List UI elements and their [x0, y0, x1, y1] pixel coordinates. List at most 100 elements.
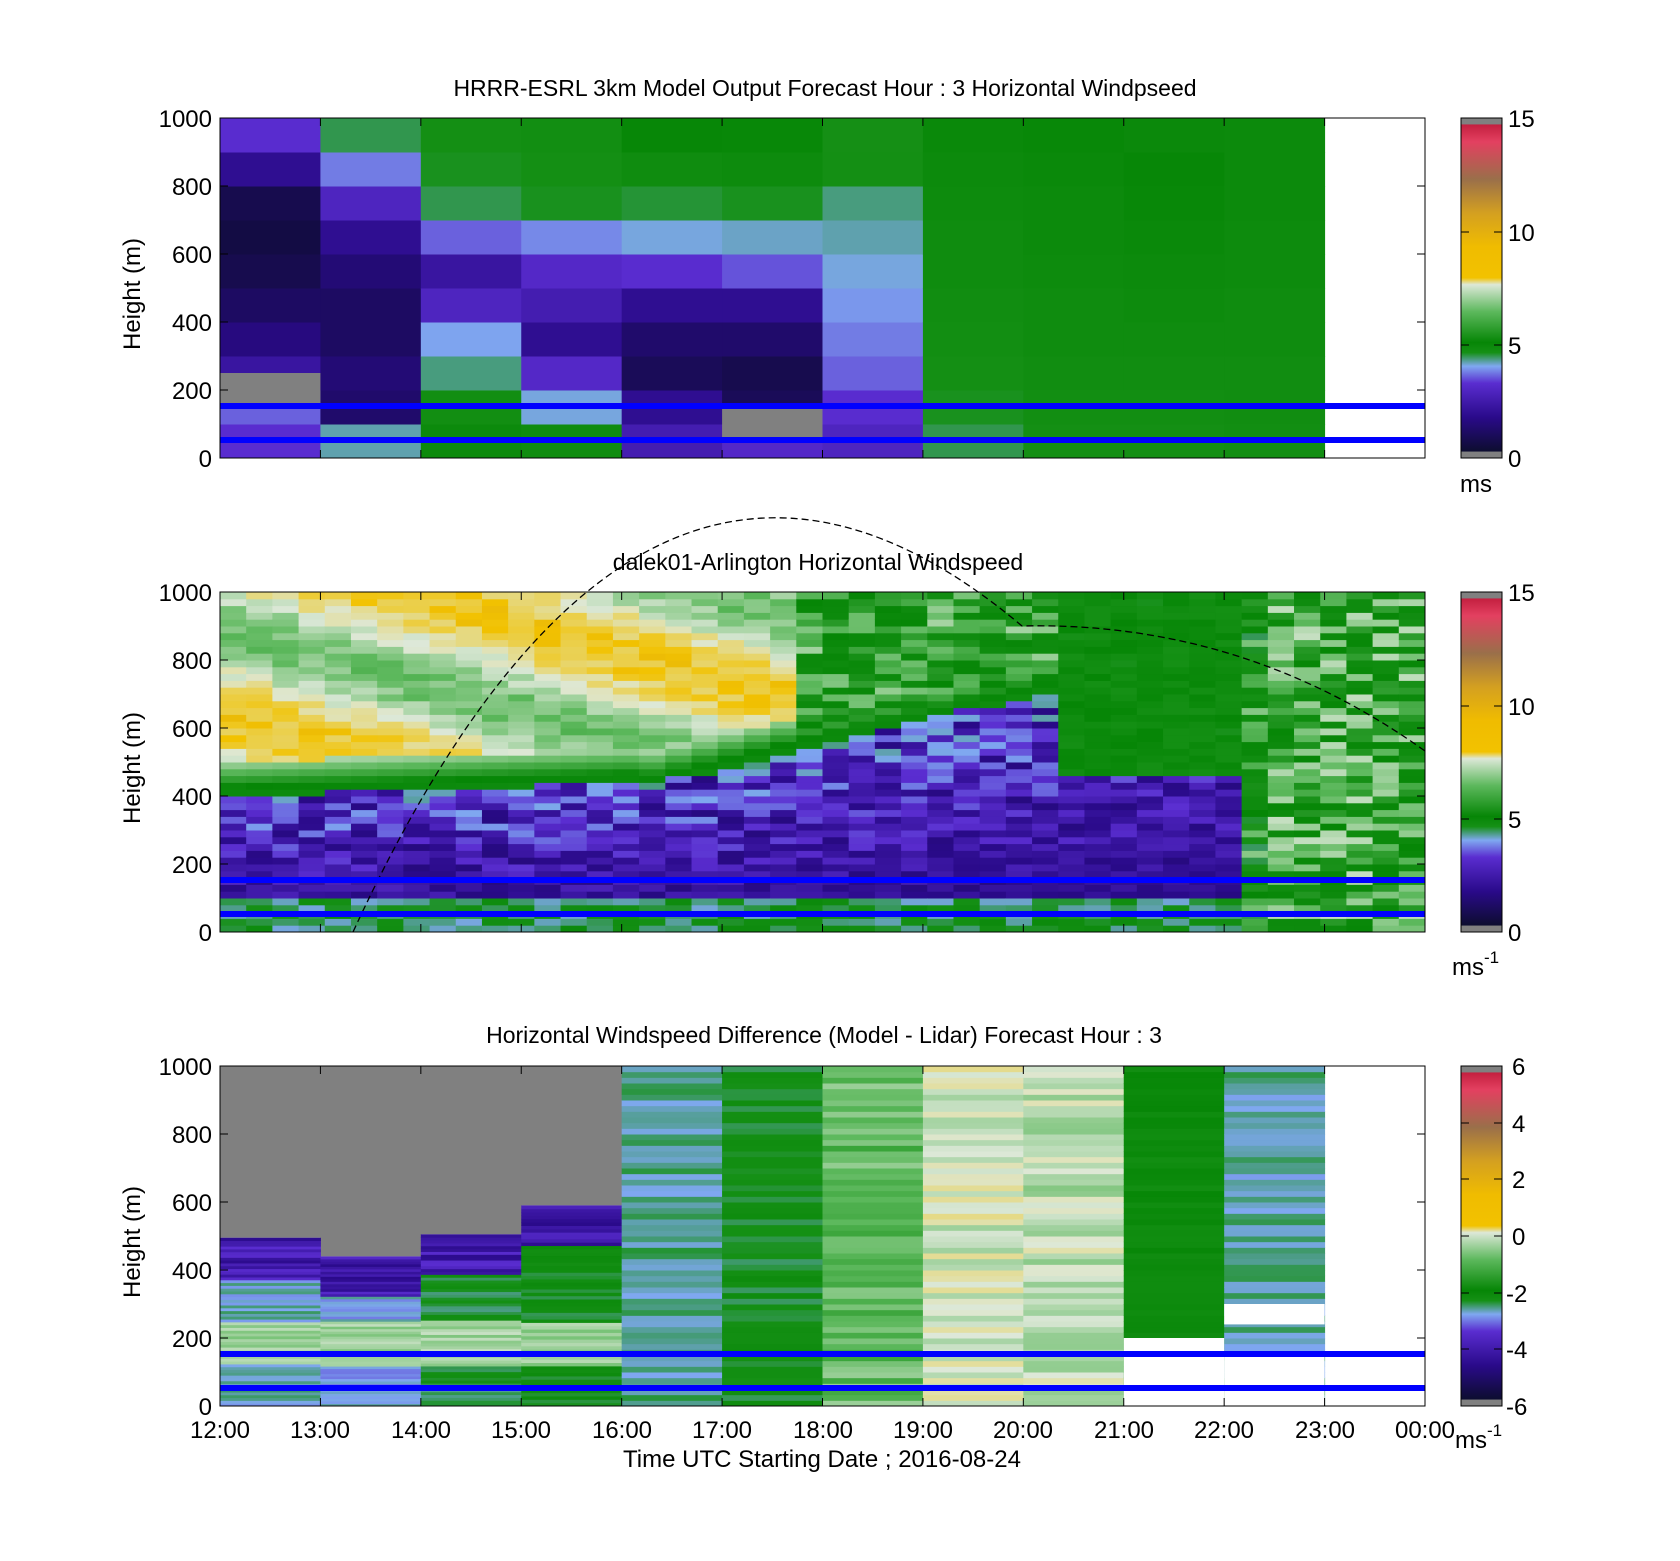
heatmap-cell — [770, 802, 797, 811]
heatmap-cell — [481, 918, 509, 926]
heatmap-cell — [1058, 898, 1085, 906]
missing-cell — [521, 1066, 623, 1206]
heatmap-cell — [1163, 673, 1190, 681]
heatmap-cell — [874, 700, 902, 709]
heatmap-cell — [403, 843, 431, 851]
colorbar-gradient — [1460, 591, 1503, 933]
heatmap-cell — [1123, 1185, 1225, 1192]
heatmap-cell — [874, 925, 902, 933]
heatmap-cell — [953, 673, 981, 681]
heatmap-cell — [822, 700, 850, 709]
heatmap-cell — [691, 700, 719, 709]
heatmap-cell — [508, 748, 535, 756]
heatmap-cell — [1241, 748, 1269, 756]
heatmap-cell — [1346, 823, 1374, 831]
heatmap-cell — [1241, 857, 1269, 865]
heatmap-cell — [1241, 707, 1269, 715]
heatmap-cell — [665, 904, 693, 913]
heatmap-cell — [403, 721, 431, 729]
heatmap-cell — [481, 748, 509, 756]
heatmap-cell — [1346, 755, 1374, 763]
heatmap-cell — [298, 816, 326, 824]
heatmap-cell — [586, 592, 614, 600]
heatmap-cell — [534, 918, 562, 926]
heatmap-cell — [722, 1270, 823, 1277]
heatmap-cell — [874, 809, 902, 817]
heatmap-cell — [1372, 782, 1400, 790]
heatmap-cell — [717, 762, 745, 770]
heatmap-cell — [717, 884, 745, 892]
heatmap-cell — [979, 666, 1007, 675]
heatmap-cell — [822, 925, 850, 933]
heatmap-cell — [621, 1100, 723, 1107]
heatmap-cell — [665, 836, 693, 845]
heatmap-cell — [1123, 1224, 1225, 1231]
heatmap-cell — [1032, 734, 1059, 743]
colorbar-tick-label: 15 — [1508, 580, 1535, 607]
heatmap-cell — [722, 1394, 823, 1401]
heatmap-cell — [298, 836, 326, 845]
heatmap-cell — [901, 707, 928, 715]
heatmap-cell — [1163, 598, 1190, 607]
heatmap-cell — [246, 728, 273, 736]
heatmap-cell — [560, 816, 588, 824]
heatmap-cell — [1189, 782, 1216, 790]
heatmap-cell — [1023, 1236, 1125, 1243]
heatmap-cell — [220, 864, 247, 872]
heatmap-cell — [298, 904, 326, 913]
heatmap-cell — [1267, 816, 1295, 824]
heatmap-cell — [1084, 870, 1112, 879]
heatmap-cell — [350, 809, 378, 817]
heatmap-cell — [722, 1287, 823, 1294]
heatmap-cell — [922, 1394, 1024, 1401]
heatmap-cell — [508, 904, 535, 913]
heatmap-cell — [822, 1258, 924, 1265]
heatmap-cell — [272, 864, 300, 872]
heatmap-cell — [1372, 666, 1400, 675]
heatmap-cell — [324, 666, 352, 675]
heatmap-cell — [1215, 598, 1243, 607]
heatmap-cell — [521, 1335, 623, 1340]
heatmap-cell — [1372, 796, 1400, 804]
heatmap-cell — [1224, 1264, 1326, 1271]
heatmap-cell — [534, 714, 562, 722]
heatmap-cell — [722, 1173, 823, 1180]
heatmap-cell — [874, 755, 902, 763]
heatmap-cell — [822, 823, 850, 831]
heatmap-cell — [403, 836, 431, 845]
heatmap-cell — [1084, 680, 1112, 688]
x-tick-label: 12:00 — [190, 1417, 250, 1444]
heatmap-cell — [1189, 734, 1216, 743]
heatmap-cell — [1163, 694, 1190, 702]
heatmap-cell — [639, 857, 666, 865]
heatmap-cell — [1084, 796, 1112, 804]
heatmap-cell — [1320, 898, 1347, 906]
heatmap-cell — [717, 660, 745, 668]
heatmap-cell — [1241, 626, 1269, 634]
heatmap-cell — [324, 925, 352, 933]
heatmap-cell — [639, 762, 666, 770]
heatmap-cell — [1136, 748, 1164, 756]
heatmap-cell — [1084, 612, 1112, 620]
heatmap-cell — [621, 1077, 723, 1084]
heatmap-cell — [822, 1389, 924, 1396]
heatmap-cell — [1136, 619, 1164, 627]
heatmap-cell — [612, 619, 640, 627]
heatmap-cell — [272, 748, 300, 756]
heatmap-cell — [560, 823, 588, 831]
heatmap-cell — [521, 1262, 623, 1267]
heatmap-cell — [246, 707, 273, 715]
heatmap-cell — [1215, 728, 1243, 736]
heatmap-cell — [639, 673, 666, 681]
heatmap-cell — [1189, 768, 1216, 777]
heatmap-cell — [1320, 762, 1347, 770]
heatmap-cell — [796, 891, 823, 899]
heatmap-cell — [1267, 850, 1295, 858]
heatmap-cell — [1189, 728, 1216, 736]
heatmap-cell — [1294, 639, 1321, 647]
heatmap-cell — [1136, 762, 1164, 770]
heatmap-cell — [1084, 891, 1112, 899]
heatmap-cell — [665, 714, 693, 722]
heatmap-cell — [1123, 1156, 1225, 1163]
heatmap-cell — [722, 1389, 823, 1396]
